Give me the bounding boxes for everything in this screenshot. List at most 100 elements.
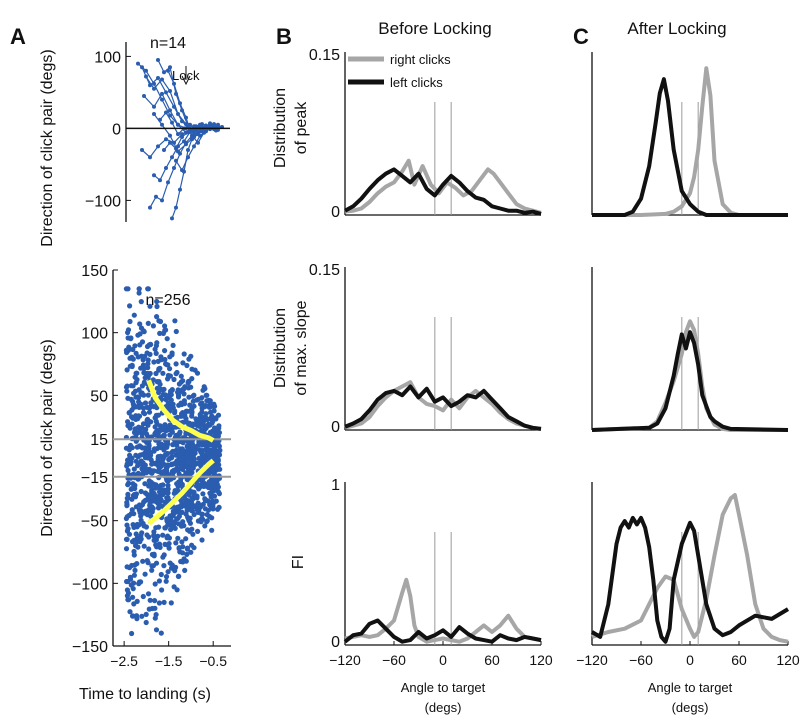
a-bottom-point xyxy=(162,525,168,531)
b-xlabel-2: (degs) xyxy=(425,700,462,715)
b3-xtick-label: 0 xyxy=(439,652,447,668)
a-bottom-point xyxy=(177,478,184,484)
a-bottom-point xyxy=(151,551,157,557)
a-bottom-point xyxy=(142,375,148,381)
a-bottom-point xyxy=(202,498,208,504)
a-bottom-point xyxy=(169,350,175,356)
row3-ylabel: FI xyxy=(290,555,307,569)
a-top-track-point xyxy=(168,88,172,93)
a-bottom-point xyxy=(127,461,134,467)
a-bottom-point xyxy=(125,578,131,585)
a-bottom-point xyxy=(171,376,177,383)
a-bottom-point xyxy=(185,465,191,471)
a-xlabel: Time to landing (s) xyxy=(79,686,211,703)
a-bottom-point xyxy=(151,490,157,496)
a-bottom-point xyxy=(189,460,195,467)
a-bottom-point xyxy=(134,370,140,376)
a-bottom-point xyxy=(200,491,206,497)
a-bottom-point xyxy=(137,331,143,337)
a-bottom-point xyxy=(159,459,165,465)
a-bottom-point xyxy=(153,461,159,467)
a-bottom-point xyxy=(138,458,144,464)
a-bottom-point xyxy=(133,350,139,356)
a-bottom-point xyxy=(136,387,142,393)
a-bottom-point xyxy=(136,286,142,292)
a-bottom-point xyxy=(129,630,135,637)
a-bottom-point xyxy=(156,578,162,584)
a-bottom-point xyxy=(145,361,151,367)
a-bottom-point xyxy=(151,359,157,365)
a-bottom-point xyxy=(155,456,161,462)
a-bottom-point xyxy=(182,567,188,574)
a-top-track-point xyxy=(170,216,174,221)
panel-letter-a: A xyxy=(10,24,26,49)
a-bottom-point xyxy=(189,508,195,514)
a-top-track-point xyxy=(174,158,178,163)
a-bottom-point xyxy=(151,532,157,538)
a-bottom-point xyxy=(164,362,170,368)
a-bottom-point xyxy=(167,354,173,360)
a-bottom-point xyxy=(146,496,152,502)
a-bottom-point xyxy=(210,484,216,490)
a-bottom-lower-bound xyxy=(147,458,215,526)
title-before-locking: Before Locking xyxy=(378,19,491,38)
a-top-track-point xyxy=(166,180,170,185)
a-bottom-point xyxy=(148,402,154,408)
c3-xtick-label: 120 xyxy=(776,652,800,668)
a-top-track-point xyxy=(174,205,178,210)
row2-ylabel-1: Distribution xyxy=(272,308,289,388)
a-bottom-point xyxy=(211,488,217,494)
b3-series-right xyxy=(344,577,542,644)
a-bottom-point xyxy=(154,340,160,346)
panel-c-fi-chart: Angle to target (degs) −120 −60 0 60 120 xyxy=(576,482,800,715)
a-bottom-point xyxy=(164,467,170,473)
a-bottom-point xyxy=(179,500,185,506)
a-bottom-point xyxy=(204,448,211,454)
panel-b-slope-chart: Distribution of max. slope 0 0.15 xyxy=(272,262,542,436)
a-bottom-point xyxy=(141,370,147,376)
a-top-track-point xyxy=(152,86,156,91)
a-bottom-point xyxy=(169,455,175,461)
a-bottom-point xyxy=(188,353,194,359)
a-bottom-point xyxy=(161,453,167,459)
b2-series-left xyxy=(344,384,542,431)
a-bottom-point xyxy=(175,487,181,494)
a-bottom-upper-bound xyxy=(146,379,215,443)
a-bottom-point xyxy=(140,365,146,371)
a-bottom-point xyxy=(190,531,196,537)
a-bottom-point xyxy=(199,512,205,518)
a-bottom-point xyxy=(191,455,197,461)
a-bottom-point xyxy=(174,504,180,510)
a-bottom-point xyxy=(189,495,195,502)
a-bottom-point xyxy=(141,329,147,335)
a-top-track-point xyxy=(160,77,164,82)
a-bottom-point xyxy=(188,442,194,448)
a-bottom-point xyxy=(138,299,144,305)
a-bottom-point xyxy=(158,571,164,578)
row2-ylabel-2: of max. slope xyxy=(293,300,310,395)
b3-xtick-label: −60 xyxy=(382,652,406,668)
a-top-track-point xyxy=(160,91,164,96)
a-bottom-point xyxy=(125,597,131,603)
a-bottom-point xyxy=(201,422,207,428)
a-bottom-point xyxy=(131,524,137,531)
a-bottom-point xyxy=(212,477,218,483)
a-bottom-point xyxy=(202,506,208,512)
a-bottom-point xyxy=(208,442,214,448)
a-bottom-point xyxy=(135,463,141,469)
a-top-track-point xyxy=(168,108,172,113)
a-bottom-point xyxy=(199,405,205,411)
a-bottom-point xyxy=(216,504,222,510)
a-bottom-point xyxy=(154,314,160,320)
a-bottom-point xyxy=(127,452,133,458)
a-bottom-point xyxy=(213,415,219,421)
a-bottom-point xyxy=(144,439,150,445)
a-bottom-point xyxy=(154,421,160,427)
a-bottom-point xyxy=(180,413,186,419)
a-bottom-point xyxy=(210,503,216,509)
b1-ytick-label: 0 xyxy=(331,204,340,221)
a-bottom-point xyxy=(180,360,186,366)
a-bottom-point xyxy=(125,395,131,401)
a-bottom-point xyxy=(157,503,163,509)
a-bottom-point xyxy=(162,392,168,398)
